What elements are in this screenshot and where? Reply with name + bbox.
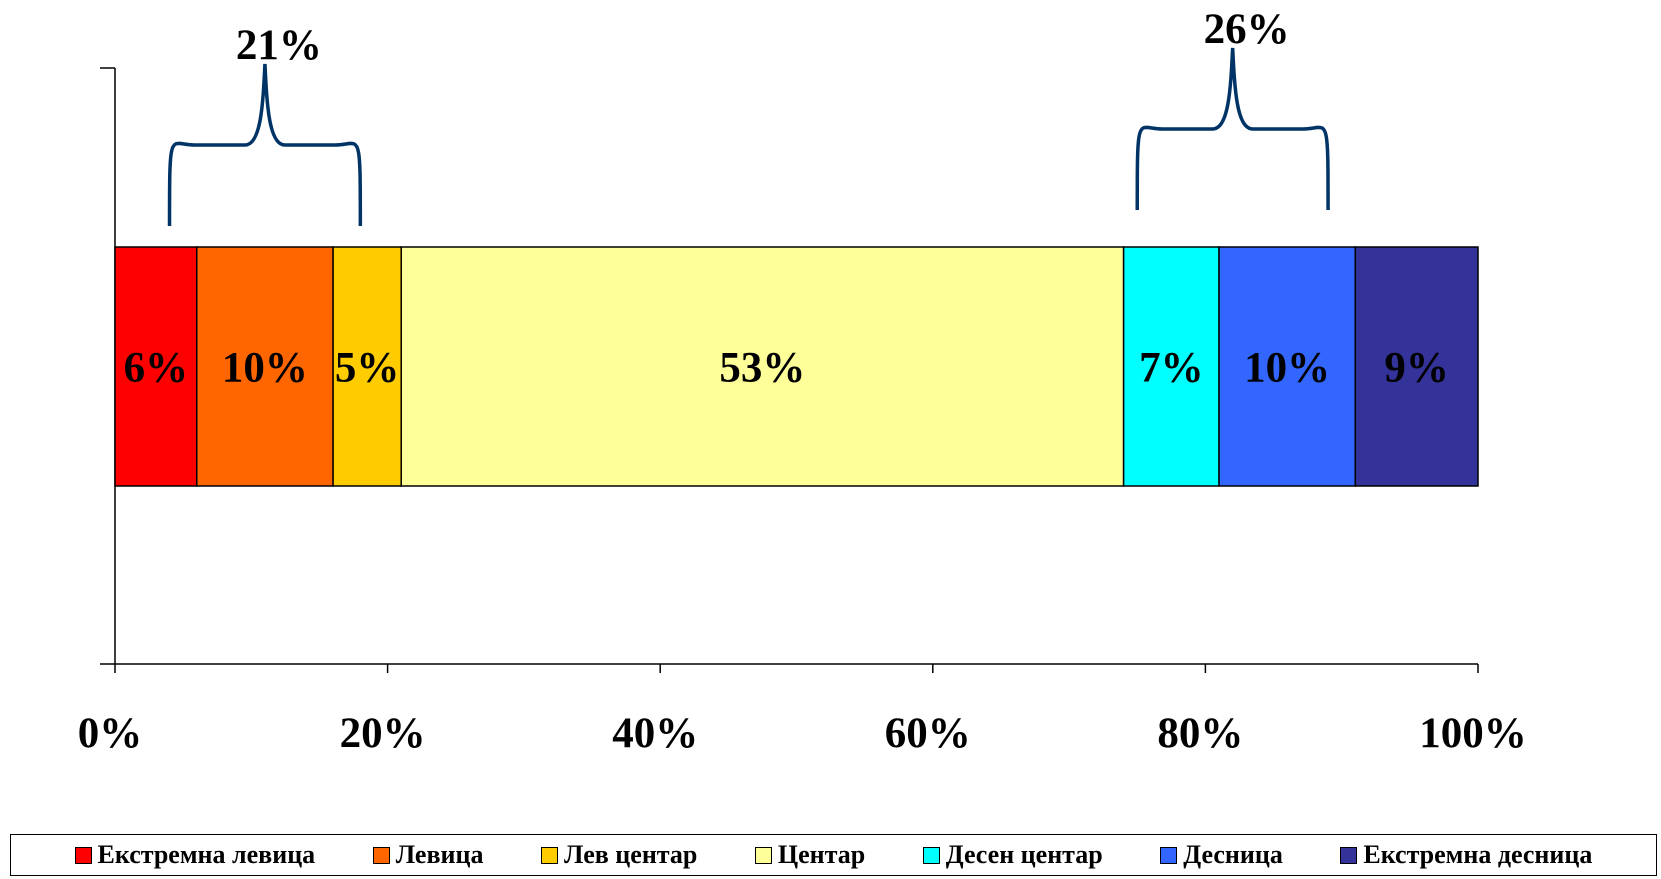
legend-label: Екстремна десница xyxy=(1363,840,1593,869)
legend-item: Центар xyxy=(754,840,866,870)
bar-segment xyxy=(114,246,198,487)
legend-item: Екстремна левица xyxy=(74,840,316,870)
data-label: 5% xyxy=(335,345,400,392)
legend-swatch xyxy=(922,846,940,864)
bar-segment xyxy=(1218,246,1357,487)
legend-item: Лев центар xyxy=(541,840,697,870)
legend-swatch xyxy=(74,846,92,864)
legend-swatch xyxy=(1340,846,1358,864)
legend: Екстремна левица Левица Лев центар Центар Де… xyxy=(10,834,1657,876)
bar-layer xyxy=(114,246,1479,487)
legend-label: Десен центар xyxy=(945,840,1103,869)
bar-segment xyxy=(1122,246,1220,487)
legend-item: Левица xyxy=(372,840,484,870)
data-label: 53% xyxy=(719,345,805,392)
x-tick-label: 40% xyxy=(612,710,698,757)
legend-swatch xyxy=(372,846,390,864)
legend-label: Екстремна левица xyxy=(97,840,316,869)
legend-item: Десница xyxy=(1160,840,1283,870)
legend-label: Центар xyxy=(777,840,866,869)
brace xyxy=(167,63,363,227)
bar-segment xyxy=(1354,246,1479,487)
legend-label: Левица xyxy=(395,840,484,869)
brace-layer: 21% 26% xyxy=(167,6,1330,227)
brace-label: 26% xyxy=(1204,6,1290,53)
label-layer: 6% 10% 5% 53% 7% 10% 9% xyxy=(124,345,1449,392)
bar-segment xyxy=(332,246,402,487)
chart: 0% 20% 40% 60% 80% 100% 6% 10% 5% 53% 7% 10% 9% 21%… xyxy=(78,6,1527,757)
data-label: 9% xyxy=(1384,345,1449,392)
x-tick-label: 80% xyxy=(1157,710,1243,757)
brace xyxy=(1135,47,1330,211)
x-tick-label: 60% xyxy=(885,710,971,757)
data-label: 6% xyxy=(124,345,189,392)
legend-swatch xyxy=(541,846,559,864)
axis-layer: 0% 20% 40% 60% 80% 100% xyxy=(78,67,1527,757)
x-tick-label: 100% xyxy=(1419,710,1527,757)
legend-item: Десен центар xyxy=(922,840,1103,870)
legend-label: Десница xyxy=(1183,840,1283,869)
x-tick-label: 20% xyxy=(340,710,426,757)
brace-label: 21% xyxy=(236,22,322,69)
data-label: 10% xyxy=(222,345,308,392)
legend-swatch xyxy=(1160,846,1178,864)
data-label: 10% xyxy=(1244,345,1330,392)
legend-swatch xyxy=(754,846,772,864)
bar-segment xyxy=(196,246,334,487)
x-tick-label: 0% xyxy=(78,710,143,757)
legend-label: Лев центар xyxy=(564,840,698,869)
legend-item: Екстремна десница xyxy=(1340,840,1592,870)
bar-segment xyxy=(400,246,1125,487)
data-label: 7% xyxy=(1139,345,1204,392)
